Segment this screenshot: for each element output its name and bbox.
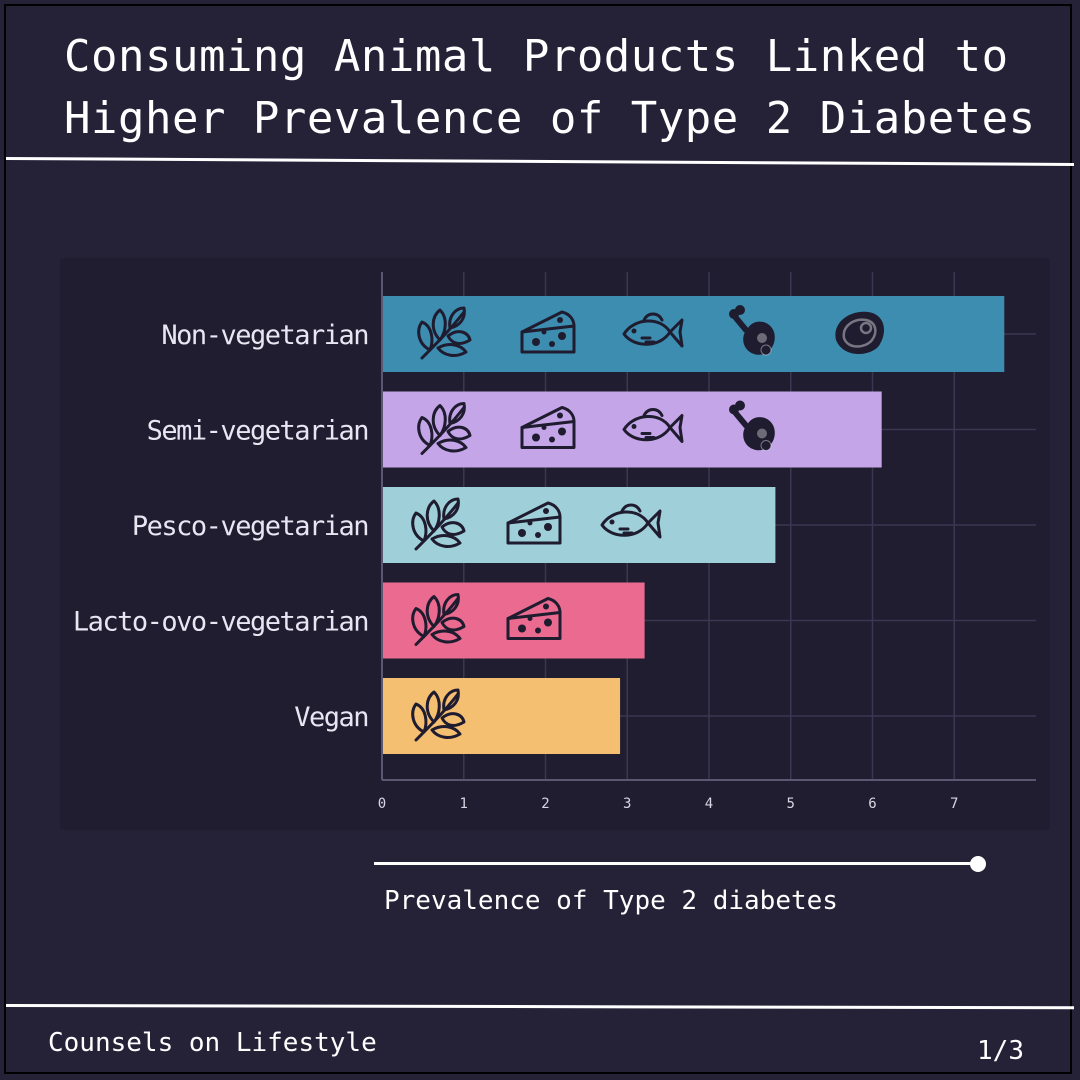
fish-icon [622, 408, 684, 443]
x-tick-label: 3 [623, 796, 631, 812]
meat-leg-icon [729, 400, 775, 451]
page-indicator: 1/3 [977, 1036, 1024, 1066]
x-axis-caption: Prevalence of Type 2 diabetes [384, 886, 838, 916]
category-label: Vegan [294, 702, 368, 733]
cheese-icon [520, 310, 576, 354]
x-tick-label: 6 [868, 796, 876, 812]
herb-icon [411, 593, 466, 646]
bar[interactable] [383, 487, 776, 563]
cheese-icon [520, 406, 576, 449]
bar-chart: 0 1 2 3 4 5 6 7 Non-vegetarian Semi-vegetarian Pes… [73, 272, 1036, 812]
x-tick-label: 7 [950, 796, 958, 812]
cheese-icon [506, 501, 562, 545]
bar[interactable] [383, 582, 645, 659]
chart-panel: 0 1 2 3 4 5 6 7 Non-vegetarian Semi-vegetarian Pes… [60, 258, 1050, 830]
category-label: Lacto-ovo-vegetarian [73, 607, 368, 638]
herb-icon [411, 497, 466, 551]
category-label: Pesco-vegetarian [132, 511, 368, 542]
herb-icon [417, 306, 472, 360]
bar[interactable] [383, 296, 1005, 372]
x-tick-label: 5 [787, 796, 795, 812]
x-tick-label: 2 [541, 796, 549, 812]
bar[interactable] [383, 678, 621, 754]
category-label: Non-vegetarian [161, 320, 368, 351]
x-tick-label: 0 [378, 796, 386, 812]
footer-brand: Counsels on Lifestyle [48, 1028, 377, 1058]
page-frame [4, 4, 1072, 1074]
page-title: Consuming Animal Products Linked to High… [64, 31, 1036, 144]
slider-handle[interactable] [970, 856, 986, 872]
prevalence-slider[interactable] [374, 856, 986, 872]
cheese-icon [506, 597, 562, 640]
herb-icon [411, 688, 466, 742]
fish-icon [600, 503, 662, 539]
bar[interactable] [383, 391, 882, 468]
category-label: Semi-vegetarian [147, 416, 368, 447]
fish-icon [622, 312, 684, 348]
x-tick-label: 1 [460, 796, 468, 812]
slider-track[interactable] [374, 862, 974, 865]
steak-icon [835, 311, 884, 354]
meat-leg-icon [729, 305, 775, 356]
x-tick-label: 4 [705, 796, 713, 812]
herb-icon [417, 402, 472, 455]
header: Consuming Animal Products Linked to High… [6, 6, 1074, 158]
